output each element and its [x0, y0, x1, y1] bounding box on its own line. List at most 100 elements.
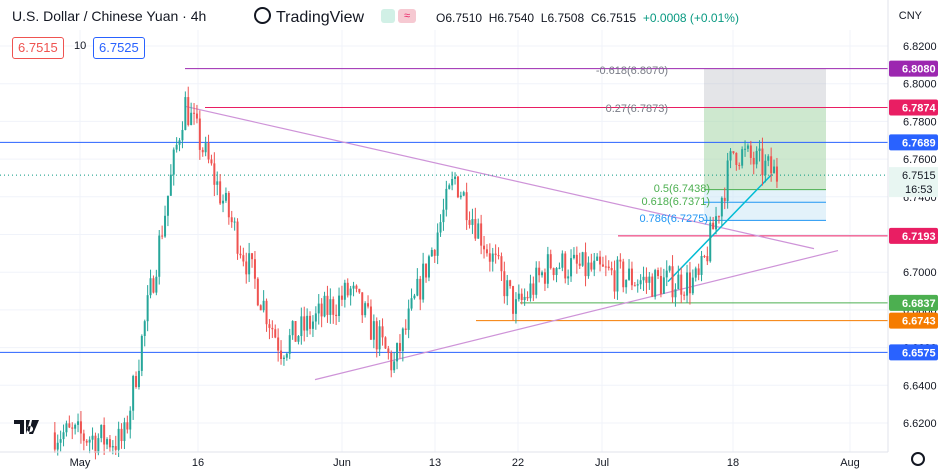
candle-body: [396, 343, 399, 362]
fib-labels: -0.618(6.8070) 0.27(6.7873) 0.5(6.7438)0.6…: [596, 65, 710, 225]
candle-body: [549, 254, 552, 269]
level-label: 6.8080: [902, 64, 936, 76]
candle-body: [480, 223, 483, 246]
candle-body: [694, 268, 697, 278]
candle-body: [314, 313, 317, 322]
candle-body: [619, 259, 622, 262]
candle-body: [187, 97, 190, 125]
candle-body: [430, 249, 433, 257]
candle-body: [709, 222, 712, 262]
candle-body: [282, 357, 285, 360]
candle-body: [369, 306, 372, 340]
candle-body: [71, 427, 74, 429]
level-label: 6.7193: [902, 231, 936, 243]
candle-body: [181, 129, 184, 141]
candle-body: [184, 97, 187, 130]
candle-body: [407, 308, 410, 330]
candle-body: [561, 253, 564, 268]
level-tag: [889, 134, 938, 151]
change-value: +0.0008 (+0.01%): [642, 11, 739, 25]
candle-body: [662, 277, 665, 294]
candle-body: [622, 261, 625, 288]
candle-body: [454, 176, 457, 179]
candle-body: [288, 335, 291, 354]
x-tick-label: Jun: [333, 457, 351, 469]
currency-label[interactable]: CNY: [898, 10, 922, 22]
candle-body: [723, 197, 726, 201]
candle-body: [401, 328, 404, 352]
candle-body: [236, 221, 239, 254]
sell-price[interactable]: 6.7515: [12, 37, 64, 59]
candle-body: [483, 245, 486, 250]
candle-body: [732, 151, 735, 153]
candle-body: [97, 438, 100, 454]
candle-body: [706, 256, 709, 262]
candle-body: [169, 174, 172, 196]
candle-body: [219, 181, 222, 204]
candle-body: [567, 276, 570, 279]
candle-body: [53, 432, 56, 450]
candle-body: [317, 303, 320, 314]
candle-body: [140, 335, 143, 371]
level-label: 6.7689: [902, 137, 936, 149]
candle-body: [166, 195, 169, 216]
candle-body: [616, 259, 619, 292]
candle-body: [735, 152, 738, 165]
candle-body: [233, 221, 236, 223]
candle-body: [259, 305, 262, 311]
candle-body: [378, 326, 381, 350]
candle-body: [604, 266, 607, 268]
symbol-title[interactable]: U.S. Dollar / Chinese Yuan · 4h: [12, 8, 207, 24]
candle-body: [613, 270, 616, 292]
candle-body: [596, 256, 599, 261]
candle-body: [494, 253, 497, 256]
candle-body: [593, 260, 596, 270]
candle-body: [155, 276, 158, 293]
fib-label: 0.786(6.7275): [640, 213, 709, 225]
ohlc-readout: O6.7510 H6.7540 L6.7508 C6.7515 +0.0008 …: [436, 11, 739, 25]
candle-body: [425, 263, 428, 278]
candle-body: [329, 299, 332, 315]
candle-body: [485, 249, 488, 254]
y-tick-label: 6.7800: [903, 116, 937, 128]
candle-body: [216, 181, 219, 185]
candle-body: [222, 200, 225, 204]
candle-body: [601, 264, 604, 267]
candle-body: [175, 144, 178, 150]
indicator-icon[interactable]: ≈: [398, 9, 416, 23]
candle-body: [300, 316, 303, 337]
candle-body: [610, 268, 613, 271]
candle-body: [720, 197, 723, 217]
candle-body: [459, 195, 462, 198]
candle-body: [436, 232, 439, 256]
candle-body: [651, 276, 654, 297]
candle-body: [584, 252, 587, 277]
close-value: C6.7515: [590, 11, 637, 25]
candle-body: [262, 300, 265, 311]
target-extension-zone: [704, 68, 826, 108]
candle-body: [149, 278, 152, 296]
candle-body: [68, 423, 71, 428]
candle-body: [277, 337, 280, 351]
settings-gear-icon[interactable]: [911, 452, 925, 466]
candle-body: [677, 274, 680, 290]
candle-body: [343, 282, 346, 300]
candle-body: [297, 336, 300, 342]
candle-body: [198, 118, 201, 150]
candle-body: [207, 143, 210, 160]
market-open-icon: [381, 9, 395, 23]
buy-price[interactable]: 6.7525: [93, 37, 145, 59]
candle-body: [688, 272, 691, 294]
candle-body: [323, 295, 326, 317]
candle-body: [767, 156, 770, 161]
candle-body: [764, 160, 767, 176]
candle-body: [749, 145, 752, 158]
candle-body: [752, 157, 755, 165]
candle-body: [56, 442, 59, 450]
candle-body: [120, 428, 123, 442]
candle-body: [558, 267, 561, 269]
candle-body: [265, 300, 268, 325]
candle-body: [581, 252, 584, 266]
candle-body: [82, 433, 85, 441]
